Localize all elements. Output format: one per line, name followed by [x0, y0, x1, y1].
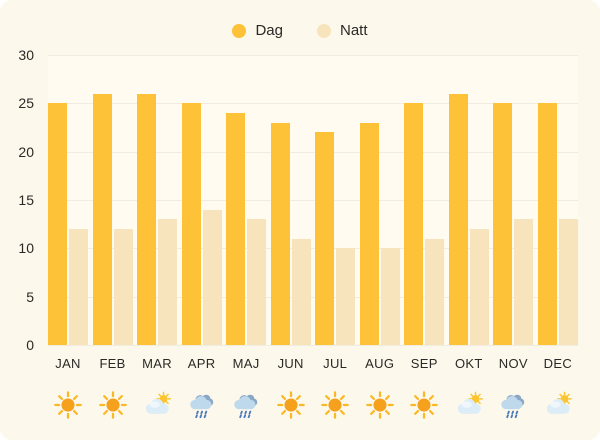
bar-group-okt [448, 55, 489, 345]
y-tick-label: 15 [18, 192, 34, 208]
bar-group-jul [315, 55, 356, 345]
y-tick-label: 5 [26, 288, 34, 305]
bar-group-jan [48, 55, 88, 345]
bar-dag-sep [404, 103, 424, 345]
bar-natt-maj [247, 219, 267, 345]
x-label-mar: MAR [142, 356, 172, 371]
chart-legend: Dag Natt [0, 22, 600, 39]
gridline [48, 248, 578, 250]
sun-icon [315, 390, 355, 420]
bar-natt-jun [291, 238, 311, 345]
legend-dag-label: Dag [255, 22, 283, 39]
bar-dag-jan [48, 103, 67, 345]
bar-natt-sep [425, 238, 445, 345]
bar-dag-mar [137, 93, 157, 345]
bar-dag-jun [270, 122, 290, 345]
x-label-feb: FEB [99, 356, 126, 371]
weather-icon-row [48, 390, 578, 420]
bar-group-sep [404, 55, 445, 345]
bar-dag-jul [315, 132, 335, 345]
legend-dag-swatch [232, 23, 247, 38]
gridline [48, 55, 578, 56]
x-label-dec: DEC [543, 356, 573, 371]
bar-group-dec [537, 55, 578, 345]
bar-dag-feb [92, 93, 112, 345]
y-tick-label: 20 [18, 143, 34, 160]
rain-icon [226, 390, 266, 420]
bar-natt-dec [558, 219, 578, 345]
x-axis: JAN FEB MAR APR MAJ JUN JUL AUG SEP OKT NOV DEC [48, 356, 578, 371]
bar-group-jun [270, 55, 311, 345]
bar-natt-jan [69, 229, 88, 345]
gridline [48, 345, 578, 346]
sun-icon [48, 390, 88, 420]
legend-natt-swatch [317, 23, 331, 38]
x-label-nov: NOV [498, 356, 528, 371]
bar-dag-okt [448, 93, 468, 345]
bar-group-feb [92, 55, 133, 345]
x-label-apr: APR [187, 356, 216, 371]
gridline [48, 151, 578, 153]
rain-icon [182, 390, 222, 420]
bar-natt-aug [380, 248, 400, 345]
x-label-jun: JUN [277, 356, 304, 371]
sun-icon [404, 390, 444, 420]
x-label-maj: MAJ [232, 356, 260, 371]
gridline [48, 200, 578, 201]
bar-dag-nov [493, 103, 513, 345]
bar-natt-feb [113, 229, 133, 345]
partly-cloudy-icon [137, 390, 177, 420]
sun-icon [93, 390, 133, 420]
bar-group-nov [493, 55, 534, 345]
gridline [48, 296, 578, 298]
bar-natt-apr [202, 209, 222, 345]
x-label-aug: AUG [365, 356, 395, 371]
y-tick-label: 30 [18, 47, 34, 63]
y-tick-label: 10 [18, 240, 34, 257]
partly-cloudy-icon [449, 390, 489, 420]
sun-icon [360, 390, 400, 420]
legend-item-natt[interactable]: Natt [317, 22, 368, 39]
bar-natt-nov [514, 219, 534, 345]
bar-group-apr [181, 55, 222, 345]
x-label-okt: OKT [454, 356, 483, 371]
bar-dag-maj [226, 113, 246, 345]
sun-icon [271, 390, 311, 420]
partly-cloudy-icon [538, 390, 578, 420]
bar-natt-okt [469, 229, 489, 345]
legend-item-dag[interactable]: Dag [232, 22, 283, 39]
y-tick-label: 0 [26, 337, 34, 353]
bar-dag-aug [359, 122, 379, 345]
x-label-jul: JUL [323, 356, 348, 371]
x-label-sep: SEP [410, 356, 438, 371]
x-label-jan: JAN [55, 356, 81, 371]
bar-group-maj [226, 55, 267, 345]
bar-group-mar [137, 55, 178, 345]
bar-series-container [48, 55, 578, 345]
y-axis: 0 5 10 15 20 25 30 [0, 48, 38, 352]
gridline [48, 103, 578, 105]
bar-dag-dec [537, 103, 557, 345]
y-tick-label: 25 [18, 95, 34, 112]
bar-group-aug [359, 55, 400, 345]
legend-natt-label: Natt [340, 22, 368, 39]
plot-area [48, 55, 578, 346]
bar-natt-jul [336, 248, 356, 345]
bar-dag-apr [181, 103, 201, 345]
bar-natt-mar [158, 219, 178, 345]
rain-icon [493, 390, 533, 420]
